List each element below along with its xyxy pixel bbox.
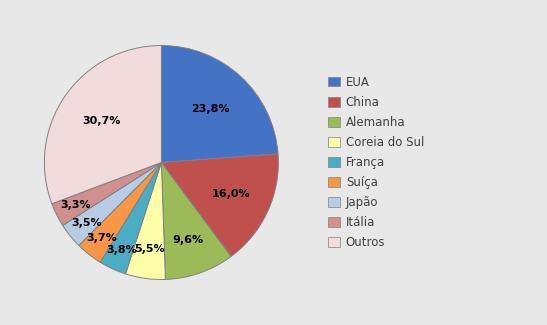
Text: 5,5%: 5,5% bbox=[134, 244, 165, 254]
Wedge shape bbox=[44, 46, 161, 204]
Wedge shape bbox=[63, 162, 161, 245]
Wedge shape bbox=[125, 162, 165, 280]
Wedge shape bbox=[161, 46, 278, 162]
Text: 30,7%: 30,7% bbox=[83, 116, 121, 126]
Text: 3,5%: 3,5% bbox=[71, 218, 102, 227]
Text: 3,7%: 3,7% bbox=[86, 233, 118, 243]
Text: 3,8%: 3,8% bbox=[106, 245, 137, 255]
Wedge shape bbox=[161, 162, 231, 280]
Wedge shape bbox=[79, 162, 161, 262]
Text: 9,6%: 9,6% bbox=[173, 235, 204, 245]
Wedge shape bbox=[100, 162, 161, 274]
Legend: EUA, China, Alemanha, Coreia do Sul, França, Suíça, Japão, Itália, Outros: EUA, China, Alemanha, Coreia do Sul, Fra… bbox=[328, 76, 424, 249]
Wedge shape bbox=[52, 162, 161, 226]
Text: 3,3%: 3,3% bbox=[60, 201, 91, 210]
Text: 23,8%: 23,8% bbox=[191, 104, 230, 114]
Text: 16,0%: 16,0% bbox=[211, 189, 250, 199]
Wedge shape bbox=[161, 154, 278, 256]
